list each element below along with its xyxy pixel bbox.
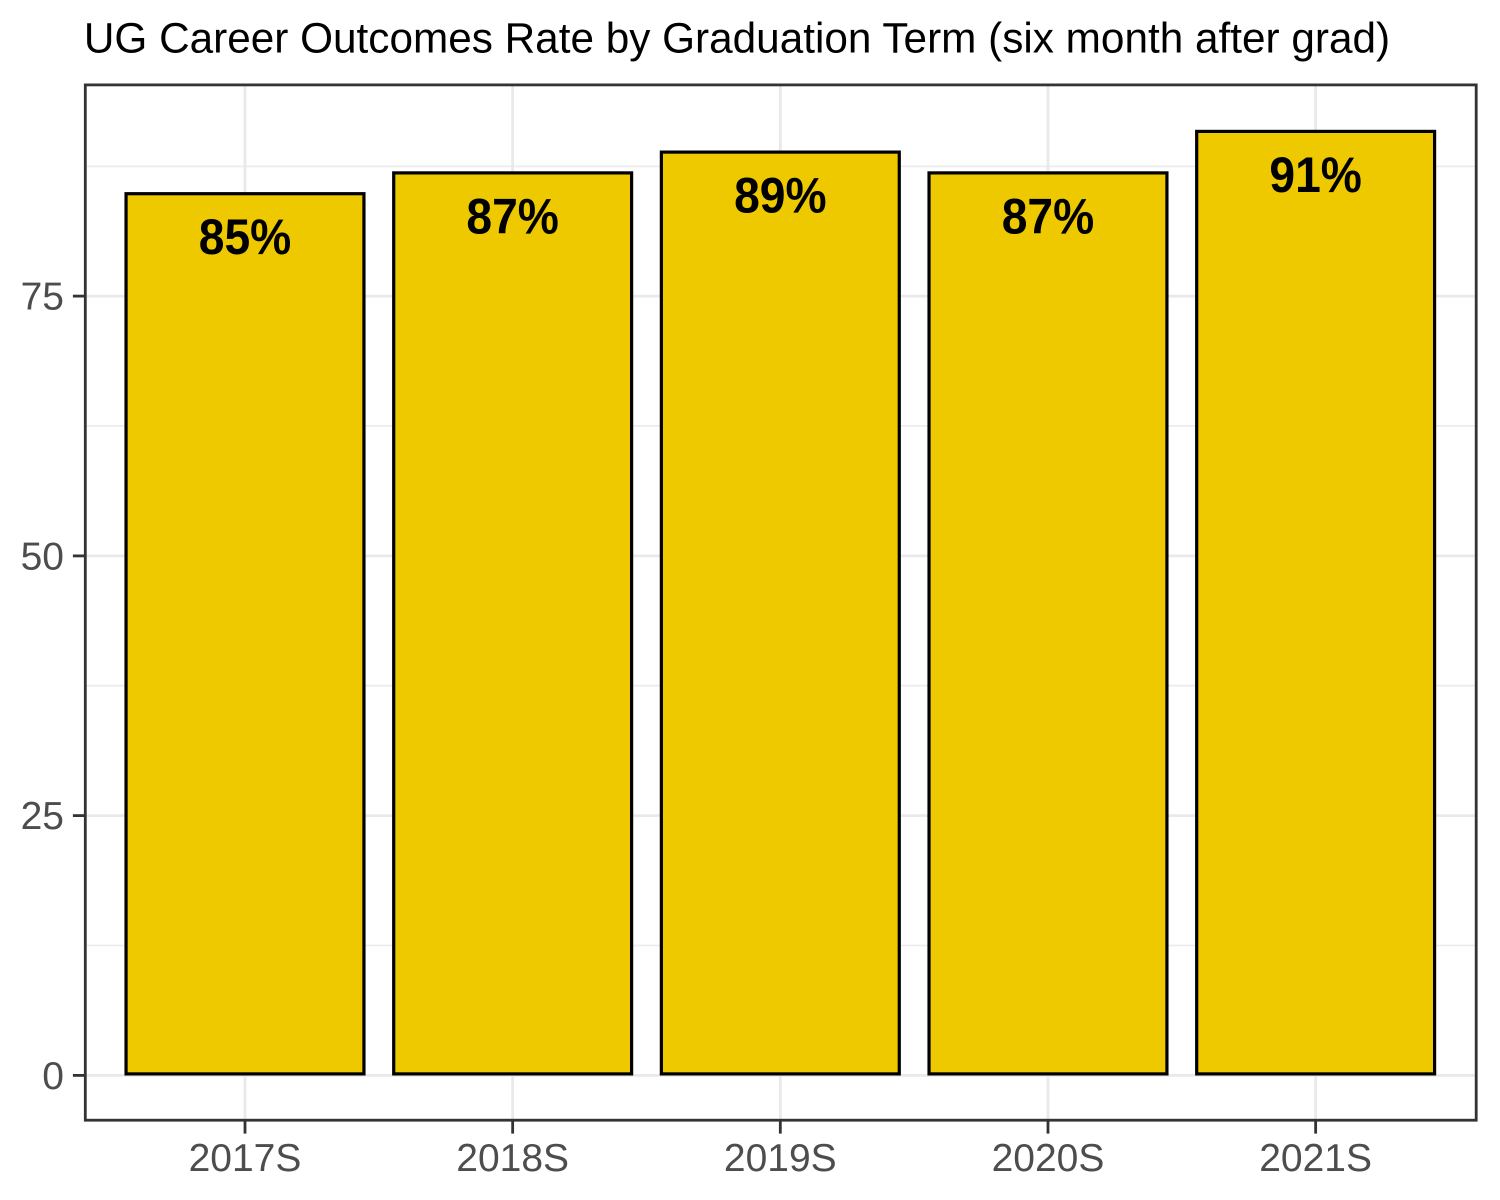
svg-text:2019S: 2019S — [724, 1137, 837, 1180]
svg-text:89%: 89% — [734, 168, 827, 224]
svg-text:50: 50 — [21, 535, 64, 578]
svg-text:2018S: 2018S — [456, 1137, 569, 1180]
svg-text:91%: 91% — [1269, 147, 1362, 203]
svg-text:85%: 85% — [199, 209, 292, 265]
svg-text:0: 0 — [42, 1055, 64, 1098]
svg-text:2021S: 2021S — [1259, 1137, 1372, 1180]
svg-text:2020S: 2020S — [992, 1137, 1105, 1180]
svg-text:87%: 87% — [466, 188, 559, 244]
svg-text:25: 25 — [21, 795, 64, 838]
svg-text:87%: 87% — [1002, 188, 1095, 244]
svg-text:2017S: 2017S — [189, 1137, 302, 1180]
svg-text:UG Career Outcomes Rate by Gra: UG Career Outcomes Rate by Graduation Te… — [84, 15, 1390, 62]
svg-text:75: 75 — [21, 276, 64, 319]
